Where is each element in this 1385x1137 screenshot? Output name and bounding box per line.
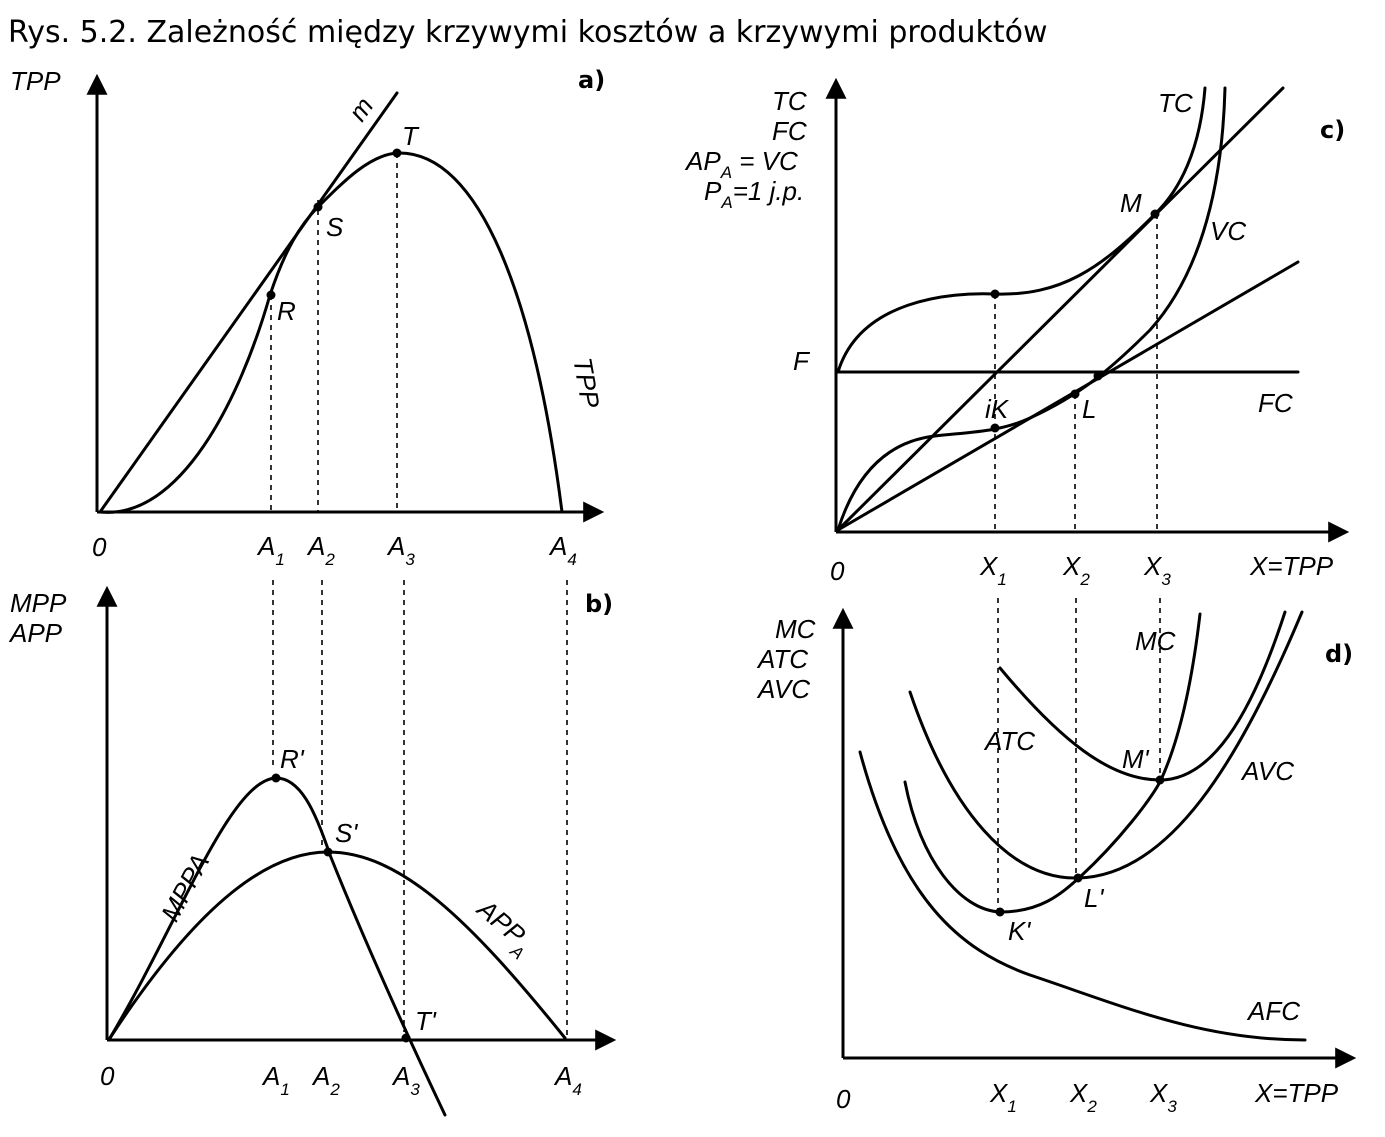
avc-curve-label: AVC bbox=[1240, 756, 1294, 786]
point-m-prime bbox=[1155, 775, 1165, 785]
panel-b-y-label-app: APP bbox=[8, 618, 63, 648]
tangent-line-label: m bbox=[342, 92, 379, 127]
connector-lines-c-d bbox=[997, 598, 1161, 912]
mc-curve-label: MC bbox=[1135, 626, 1176, 656]
tpp-curve-label: TPP bbox=[567, 355, 605, 411]
panel-a-tag: a) bbox=[578, 66, 605, 94]
point-t bbox=[392, 148, 402, 158]
point-l bbox=[1070, 389, 1080, 399]
point-s-prime bbox=[323, 847, 333, 857]
panel-c-tag: c) bbox=[1320, 116, 1345, 144]
point-m-label: M bbox=[1120, 188, 1142, 218]
panel-b-tick-a4: A4 bbox=[553, 1061, 582, 1099]
mpp-curve bbox=[108, 776, 447, 1117]
point-m-prime-label: M' bbox=[1122, 744, 1150, 774]
panel-d-tag: d) bbox=[1325, 640, 1353, 668]
panel-b-tag: b) bbox=[585, 590, 613, 618]
panel-d-y-label-avc: AVC bbox=[756, 674, 810, 704]
panel-a-tick-a4: A4 bbox=[548, 531, 577, 569]
panel-b-tick-a3: A3 bbox=[391, 1061, 420, 1099]
panel-d-x-axis-label: X=TPP bbox=[1254, 1078, 1339, 1108]
panel-d: MC ATC AVC d) 0 AFC MC AVC ATC K' L' M' … bbox=[756, 607, 1357, 1116]
point-s bbox=[313, 202, 323, 212]
panel-d-y-label-atc: ATC bbox=[756, 644, 808, 674]
point-k bbox=[990, 423, 1000, 433]
panel-c-origin: 0 bbox=[830, 556, 845, 586]
point-l-prime bbox=[1073, 873, 1083, 883]
panel-c-y-label-ap: APA = VC bbox=[684, 146, 798, 182]
panel-c-y-label-fc: FC bbox=[772, 116, 807, 146]
point-l-label: L bbox=[1082, 394, 1096, 424]
panel-c-y-label-pa: PA=1 j.p. bbox=[704, 176, 804, 212]
panel-a: TPP a) 0 m TPP R S T A1 A2 A3 A4 bbox=[10, 66, 606, 569]
point-k-label: iK bbox=[985, 394, 1010, 424]
panel-d-y-label-mc: MC bbox=[775, 614, 816, 644]
tangent-line-m bbox=[98, 91, 399, 514]
avc-curve bbox=[908, 610, 1304, 880]
panel-c-tick-x2: X2 bbox=[1062, 551, 1090, 589]
mc-curve bbox=[903, 612, 1202, 914]
point-r-prime bbox=[271, 773, 281, 783]
point-l-prime-label: L' bbox=[1084, 883, 1104, 913]
point-r bbox=[266, 290, 276, 300]
connector-lines-a-b bbox=[272, 580, 568, 1038]
point-r-label: R bbox=[277, 296, 296, 326]
point-t-label: T bbox=[402, 121, 420, 151]
point-fc-vc-crossing bbox=[1093, 371, 1103, 381]
panel-d-tick-x3: X3 bbox=[1149, 1078, 1177, 1116]
panel-c: TC FC APA = VC PA=1 j.p. c) F 0 FC TC VC… bbox=[684, 77, 1350, 589]
point-s-label: S bbox=[326, 212, 344, 242]
app-curve-label: APPA bbox=[465, 892, 540, 963]
ray-to-m bbox=[836, 86, 1285, 532]
panel-b: MPP APP b) 0 MPPA APPA R' S' T' A1 A2 A3… bbox=[8, 585, 617, 1117]
panel-d-tick-x1: X1 bbox=[989, 1078, 1017, 1116]
point-k-prime-label: K' bbox=[1008, 916, 1031, 946]
panel-c-tick-x1: X1 bbox=[979, 551, 1007, 589]
panel-c-f-label: F bbox=[793, 346, 811, 376]
ray-to-k-l bbox=[836, 260, 1300, 532]
point-m bbox=[1150, 209, 1160, 219]
point-t-prime bbox=[401, 1033, 411, 1043]
panel-a-origin: 0 bbox=[92, 532, 107, 562]
panel-d-tick-x2: X2 bbox=[1069, 1078, 1097, 1116]
panel-a-y-label: TPP bbox=[10, 66, 61, 96]
point-k-prime bbox=[995, 907, 1005, 917]
panel-d-origin: 0 bbox=[836, 1084, 851, 1114]
fc-line-label: FC bbox=[1258, 388, 1293, 418]
panel-a-tick-a1: A1 bbox=[256, 531, 285, 569]
afc-curve-label: AFC bbox=[1246, 996, 1300, 1026]
atc-curve-label: ATC bbox=[983, 726, 1035, 756]
figure-title: Rys. 5.2. Zależność między krzywymi kosz… bbox=[8, 15, 1048, 50]
panel-b-tick-a1: A1 bbox=[261, 1061, 290, 1099]
panel-b-origin: 0 bbox=[100, 1061, 115, 1091]
vc-curve-label: VC bbox=[1210, 216, 1246, 246]
panel-a-tick-a2: A2 bbox=[306, 531, 335, 569]
panel-c-y-label-tc: TC bbox=[772, 86, 807, 116]
tc-curve bbox=[836, 86, 1207, 374]
panel-c-x-axis-label: X=TPP bbox=[1249, 551, 1334, 581]
panel-b-y-label-mpp: MPP bbox=[10, 588, 67, 618]
point-r-prime-label: R' bbox=[280, 744, 305, 774]
tpp-curve bbox=[98, 151, 564, 514]
point-s-prime-label: S' bbox=[335, 818, 358, 848]
panel-a-tick-a3: A3 bbox=[386, 531, 415, 569]
panel-c-tick-x3: X3 bbox=[1143, 551, 1171, 589]
panel-b-tick-a2: A2 bbox=[311, 1061, 340, 1099]
vc-curve bbox=[836, 86, 1227, 532]
point-t-prime-label: T' bbox=[415, 1006, 437, 1036]
tc-curve-label: TC bbox=[1158, 88, 1193, 118]
afc-curve bbox=[858, 750, 1307, 1042]
point-tc-x1 bbox=[990, 289, 1000, 299]
